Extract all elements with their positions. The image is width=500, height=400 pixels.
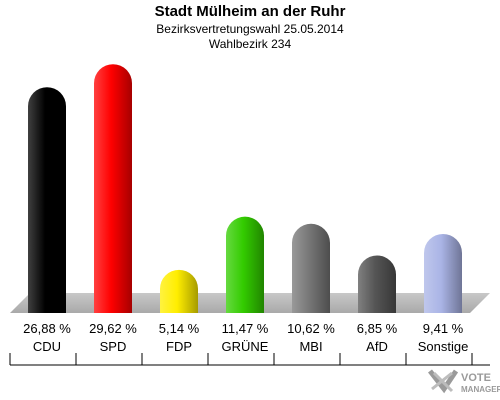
value-label-fdp: 5,14 %: [159, 321, 200, 336]
bar-afd: [358, 255, 396, 313]
value-label-gr-ne: 11,47 %: [222, 321, 269, 336]
vote-manager-logo: VOTE MANAGER: [426, 365, 500, 397]
value-label-cdu: 26,88 %: [23, 321, 71, 336]
bar-fdp: [160, 269, 198, 313]
category-label-fdp: FDP: [166, 339, 192, 354]
category-label-gr-ne: GRÜNE: [222, 339, 269, 354]
category-label-sonstige: Sonstige: [418, 339, 469, 354]
category-label-afd: AfD: [366, 339, 388, 354]
category-label-spd: SPD: [100, 339, 127, 354]
category-label-cdu: CDU: [33, 339, 61, 354]
bar-spd: [94, 64, 132, 313]
check-icon: [428, 369, 459, 394]
chart-subtitle: Bezirksvertretungswahl 25.05.2014: [156, 22, 344, 36]
category-label-mbi: MBI: [299, 339, 322, 354]
chart-title: Stadt Mülheim an der Ruhr: [154, 3, 346, 20]
bar-cdu: [28, 87, 66, 313]
value-label-spd: 29,62 %: [89, 321, 137, 336]
logo-text-vote: VOTE: [461, 372, 491, 384]
value-label-afd: 6,85 %: [357, 321, 398, 336]
value-label-mbi: 10,62 %: [287, 321, 335, 336]
bar-mbi: [292, 223, 330, 313]
bar-gr-ne: [226, 216, 264, 313]
logo-text-manager: MANAGER: [461, 385, 500, 394]
value-label-sonstige: 9,41 %: [423, 321, 464, 336]
bar-sonstige: [424, 233, 462, 313]
chart-district: Wahlbezirk 234: [208, 37, 292, 51]
